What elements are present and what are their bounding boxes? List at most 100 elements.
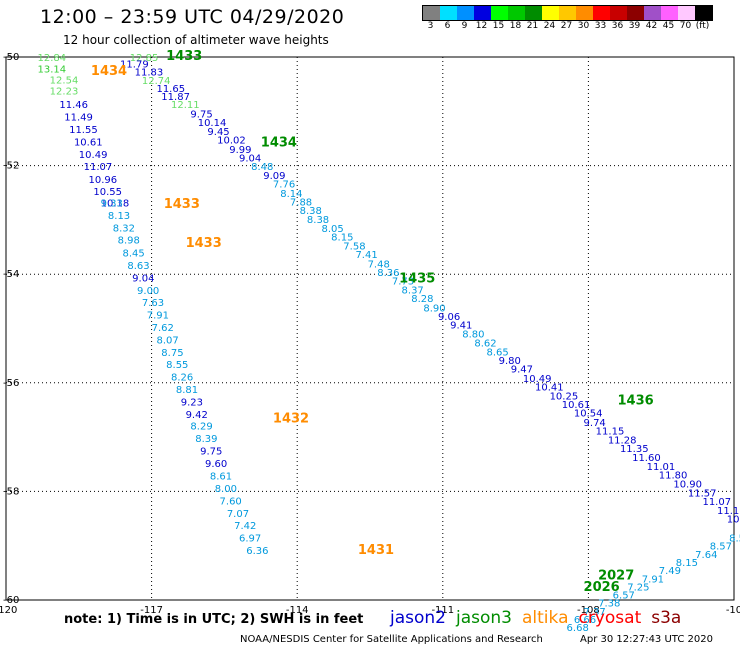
swh-point: 7.38: [598, 599, 620, 610]
credit-line: NOAA/NESDIS Center for Satellite Applica…: [240, 634, 543, 645]
swh-point: 10.96: [89, 175, 118, 186]
swh-point: 8.90: [423, 303, 445, 314]
swh-point: 9.09: [263, 171, 285, 182]
color-swatch: [423, 6, 440, 20]
swh-point: 8.62: [474, 339, 496, 350]
plot-frame: [5, 56, 735, 601]
swh-point: 8.45: [122, 248, 144, 259]
swh-point: 10.61: [74, 138, 103, 149]
y-tick-label: -56: [3, 378, 19, 389]
swh-point: 12.11: [171, 100, 200, 111]
swh-point: 11.1: [717, 506, 739, 517]
swh-point: 11.49: [64, 113, 93, 124]
swh-point: 6.36: [246, 546, 268, 557]
plot-grid: [5, 56, 735, 601]
swh-point: 8.38: [300, 206, 322, 217]
swh-point: 6.97: [239, 534, 261, 545]
color-swatch: [610, 6, 627, 20]
color-swatch-label: 18: [509, 21, 522, 31]
pass-time-label: 1432: [273, 412, 309, 427]
swh-point: 11.28: [608, 435, 637, 446]
color-swatch-label: 30: [577, 21, 590, 31]
color-swatch: [457, 6, 474, 20]
x-tick-label: -111: [431, 605, 454, 616]
swh-point: 6.57: [613, 591, 635, 602]
swh-point: 8.39: [195, 434, 217, 445]
swh-point: 10.02: [217, 136, 246, 147]
pass-time-label: 2026: [584, 580, 620, 595]
swh-point: 10.49: [523, 374, 552, 385]
swh-point: 8.15: [331, 233, 353, 244]
swh-point: 11.55: [69, 125, 98, 136]
color-swatch-label: 9: [461, 21, 468, 31]
swh-point: 8.28: [411, 294, 433, 305]
swh-point: 9.74: [584, 418, 606, 429]
pass-time-label: 1433: [186, 236, 222, 251]
satellite-legend-item: altika: [522, 608, 569, 628]
swh-point: 8.57: [710, 542, 732, 553]
satellite-legend: jason2 jason3 altika cryosat s3a: [390, 608, 691, 628]
color-swatch-label: (ft): [695, 21, 710, 31]
satellite-legend-item: s3a: [651, 608, 682, 628]
pass-time-label: 2027: [598, 569, 634, 584]
chart-subtitle: 12 hour collection of altimeter wave hei…: [63, 33, 329, 47]
generated-timestamp: Apr 30 12:27:43 UTC 2020: [580, 634, 713, 645]
color-swatch-label: 6: [444, 21, 451, 31]
color-swatch: [695, 6, 712, 20]
swh-point: 7.88: [290, 197, 312, 208]
time-labels: 1433 1434 1434 1433 1433 1435 1436 1432 1431 2027…: [91, 49, 654, 595]
swh-point: 8.13: [108, 211, 130, 222]
swh-point: 9.23: [181, 397, 203, 408]
swh-point: 7.49: [659, 566, 681, 577]
color-swatch: [661, 6, 678, 20]
swh-point: 10.41: [535, 383, 564, 394]
swh-point: 9.41: [450, 321, 472, 332]
swh-point: 9.60: [205, 459, 227, 470]
y-tick-label: -52: [3, 161, 19, 172]
swh-point: 7.07: [227, 509, 249, 520]
swh-point: 12.23: [50, 87, 79, 98]
swh-point: 7.25: [627, 582, 649, 593]
swh-point: 9.33: [101, 199, 123, 210]
pass-time-label: 1431: [358, 543, 394, 558]
swh-point: 11.65: [156, 84, 185, 95]
swh-point: 8.63: [127, 261, 149, 272]
swh-point: 8.81: [176, 385, 198, 396]
swh-point: 8.75: [161, 348, 183, 359]
swh-point: 11.83: [135, 68, 164, 79]
swh-point: 11.79: [120, 60, 149, 71]
pass-time-label: 1434: [261, 135, 297, 150]
satellite-legend-item: jason2: [390, 608, 446, 628]
swh-point: 8.98: [118, 235, 140, 246]
swh-point: 9.42: [186, 410, 208, 421]
swh-point: 10.61: [562, 400, 591, 411]
swh-point: 12.84: [38, 53, 67, 64]
pass-time-label: 1436: [618, 394, 654, 409]
color-swatch: [440, 6, 457, 20]
swh-point: 11.15: [596, 427, 625, 438]
swh-point: 6.66: [574, 615, 596, 626]
swh-point: 11.01: [647, 462, 676, 473]
swh-point: 8.80: [462, 329, 484, 340]
swh-point: 7.73: [392, 277, 414, 288]
color-swatch: [542, 6, 559, 20]
swh-point: 9.45: [207, 127, 229, 138]
color-swatch: [508, 6, 525, 20]
swh-point: 12.74: [142, 76, 171, 87]
chart-title: 12:00 – 23:59 UTC 04/29/2020: [40, 6, 345, 28]
swh-point: 12.85: [130, 53, 159, 64]
swh-point: 11.07: [84, 162, 113, 173]
satellite-legend-item: cryosat: [578, 608, 642, 628]
swh-point: 7.91: [642, 574, 664, 585]
swh-point: 7.42: [234, 521, 256, 532]
color-swatch-label: 27: [560, 21, 573, 31]
swh-point: 11.80: [659, 471, 688, 482]
color-swatch-label: 36: [611, 21, 624, 31]
satellite-legend-item: jason3: [456, 608, 512, 628]
swh-point: 8.29: [190, 422, 212, 433]
swh-point: 9.00: [137, 286, 159, 297]
swh-point: 8.07: [156, 335, 178, 346]
swh-point: 7.41: [355, 250, 377, 261]
